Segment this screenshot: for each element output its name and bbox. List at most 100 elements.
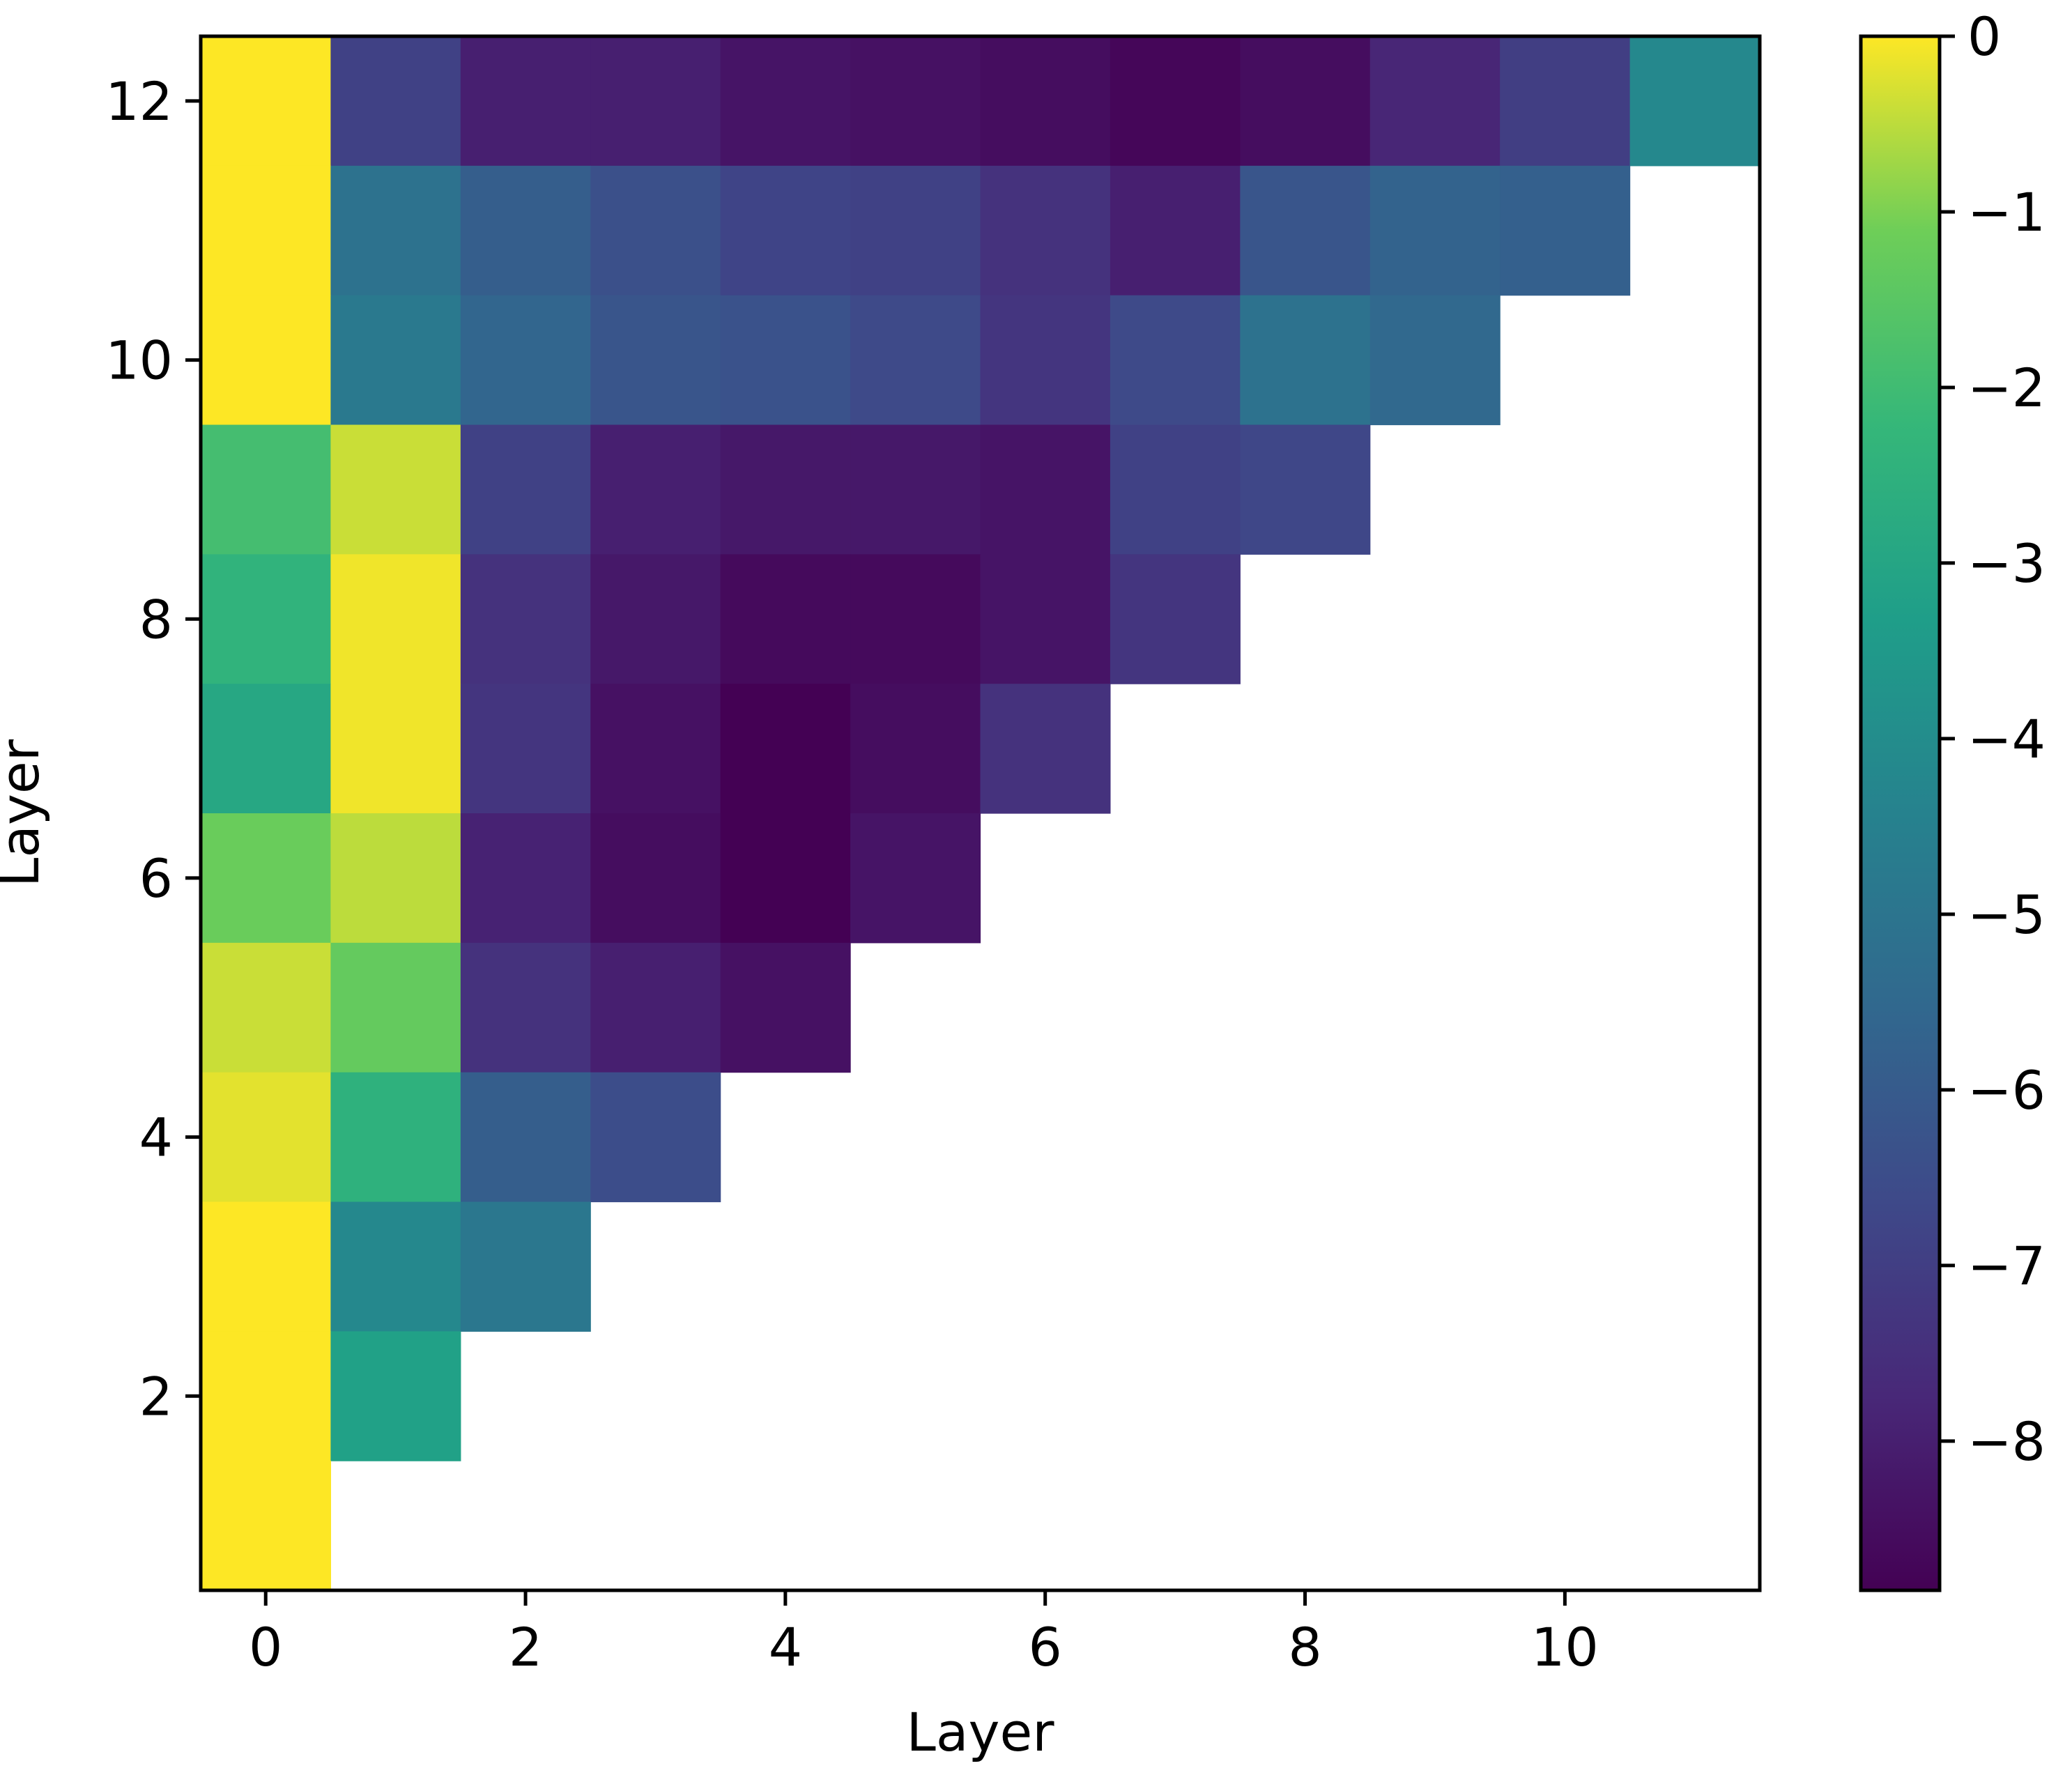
colorbar xyxy=(1859,34,1942,1592)
heatmap-cell xyxy=(1240,424,1371,555)
colorbar-tick-label: −6 xyxy=(1967,1059,2046,1121)
heatmap-cell xyxy=(980,165,1111,296)
heatmap-cell xyxy=(330,1201,461,1332)
y-tick-label: 4 xyxy=(139,1107,173,1169)
heatmap-cell xyxy=(1240,36,1371,167)
heatmap-cell xyxy=(460,813,591,944)
heatmap-cell xyxy=(980,684,1111,814)
heatmap-cell xyxy=(330,165,461,296)
heatmap-cell xyxy=(590,165,721,296)
heatmap-cell xyxy=(201,554,332,684)
heatmap-cell xyxy=(1110,424,1241,555)
heatmap-cell xyxy=(590,295,721,426)
heatmap-cell xyxy=(1110,295,1241,426)
heatmap-cell xyxy=(590,1072,721,1203)
heatmap-cell xyxy=(1500,165,1631,296)
heatmap-cell xyxy=(1240,295,1371,426)
heatmap-cell xyxy=(460,1072,591,1203)
x-tick-label: 2 xyxy=(509,1616,542,1678)
y-axis-label: Layer xyxy=(0,739,51,887)
y-tick-label: 2 xyxy=(139,1365,173,1427)
y-tick-label: 10 xyxy=(105,330,173,392)
heatmap-cell xyxy=(590,942,721,1073)
x-tick-label: 6 xyxy=(1029,1616,1062,1678)
heatmap-cell xyxy=(1110,36,1241,167)
heatmap-cell xyxy=(980,295,1111,426)
colorbar-tick-label: −3 xyxy=(1967,532,2046,594)
heatmap-cell xyxy=(720,813,851,944)
heatmap-cell xyxy=(720,424,851,555)
heatmap-cell xyxy=(850,165,981,296)
heatmap-cell xyxy=(720,36,851,167)
heatmap-cell xyxy=(460,942,591,1073)
heatmap-cell xyxy=(460,165,591,296)
heatmap-cell xyxy=(201,424,332,555)
y-tick-label: 6 xyxy=(139,847,173,909)
heatmap-cell xyxy=(1629,36,1760,167)
colorbar-tick-label: −4 xyxy=(1967,708,2046,770)
heatmap-cell xyxy=(850,684,981,814)
heatmap-cell xyxy=(590,813,721,944)
heatmap-cell xyxy=(850,295,981,426)
heatmap-cell xyxy=(460,1201,591,1332)
plot-frame xyxy=(199,34,1762,1592)
heatmap-cell xyxy=(330,295,461,426)
heatmap-cell xyxy=(460,424,591,555)
heatmap-cell xyxy=(201,942,332,1073)
y-tick-label: 12 xyxy=(105,70,173,132)
heatmap-cell xyxy=(201,165,332,296)
heatmap-cell xyxy=(201,295,332,426)
heatmap-cell xyxy=(330,36,461,167)
y-tick-label: 8 xyxy=(139,588,173,650)
heatmap-cell xyxy=(201,813,332,944)
heatmap-cell xyxy=(201,36,332,167)
heatmap-cell xyxy=(460,554,591,684)
heatmap-cell xyxy=(1369,165,1501,296)
heatmap-cell xyxy=(720,554,851,684)
heatmap-cell xyxy=(1369,36,1501,167)
x-tick-label: 4 xyxy=(769,1616,802,1678)
heatmap-cell xyxy=(850,813,981,944)
heatmap-cell xyxy=(201,684,332,814)
heatmap-cell xyxy=(720,942,851,1073)
colorbar-ticks: 0 −1 −2 −3 −4 −5 −6 −7 −8 xyxy=(1940,6,2046,1473)
heatmap-cell xyxy=(201,1331,332,1461)
colorbar-tick-label: −8 xyxy=(1967,1411,2046,1473)
heatmap-cell xyxy=(590,36,721,167)
heatmap-cell xyxy=(201,1461,332,1591)
colorbar-tick-label: −7 xyxy=(1967,1235,2046,1297)
heatmap-cell xyxy=(460,684,591,814)
heatmap-cell xyxy=(980,36,1111,167)
x-axis-label: Layer xyxy=(907,1701,1055,1763)
heatmap-cell xyxy=(330,942,461,1073)
heatmap-cell xyxy=(1240,165,1371,296)
heatmap-cell xyxy=(1369,295,1501,426)
heatmap-cell xyxy=(330,554,461,684)
heatmap-cell xyxy=(590,424,721,555)
heatmap-cells xyxy=(201,36,1760,1591)
heatmap-cell xyxy=(720,295,851,426)
heatmap-cell xyxy=(460,36,591,167)
heatmap-cell xyxy=(330,1072,461,1203)
heatmap-cell xyxy=(590,684,721,814)
colorbar-tick-label: −5 xyxy=(1967,884,2046,946)
heatmap-cell xyxy=(850,36,981,167)
heatmap-cell xyxy=(720,165,851,296)
heatmap-cell xyxy=(720,684,851,814)
heatmap-cell xyxy=(1500,36,1631,167)
x-tick-label: 8 xyxy=(1288,1616,1321,1678)
heatmap-cell xyxy=(330,813,461,944)
heatmap-cell xyxy=(201,1072,332,1203)
heatmap-cell xyxy=(590,554,721,684)
heatmap-cell xyxy=(330,684,461,814)
heatmap-cell xyxy=(980,424,1111,555)
heatmap-cell xyxy=(850,554,981,684)
heatmap-cell xyxy=(201,1201,332,1332)
heatmap-cell xyxy=(330,424,461,555)
x-tick-label: 0 xyxy=(249,1616,282,1678)
heatmap-cell xyxy=(850,424,981,555)
colorbar-tick-label: −2 xyxy=(1967,357,2046,419)
y-axis-ticks: 2 4 6 8 10 12 xyxy=(105,70,201,1427)
x-axis-ticks: 0 2 4 6 8 10 xyxy=(249,1590,1599,1678)
